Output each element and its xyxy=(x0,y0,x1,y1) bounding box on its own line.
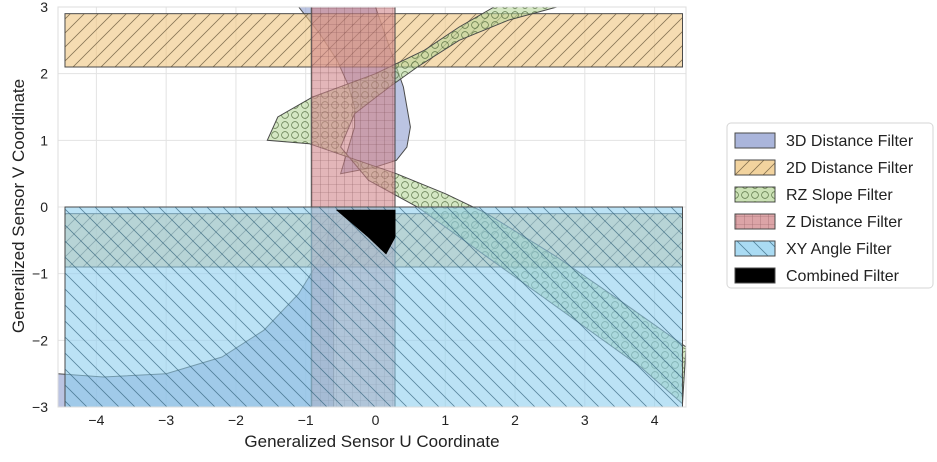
y-tick-label: −1 xyxy=(32,266,48,282)
x-tick-label: 0 xyxy=(372,412,380,428)
legend: 3D Distance Filter 2D Distance Filter RZ S… xyxy=(726,122,934,289)
y-tick-label: 1 xyxy=(40,132,48,148)
x-tick-label: 4 xyxy=(651,412,659,428)
x-tick-label: 2 xyxy=(511,412,519,428)
x-tick-label: −2 xyxy=(228,412,244,428)
x-tick-label: −1 xyxy=(298,412,314,428)
x-tick-label: 1 xyxy=(441,412,449,428)
y-tick-label: −3 xyxy=(32,399,48,415)
legend-swatch-hatch xyxy=(735,160,775,175)
x-axis-label: Generalized Sensor U Coordinate xyxy=(244,432,499,451)
x-tick-label: −4 xyxy=(88,412,104,428)
legend-label: XY Angle Filter xyxy=(786,241,892,258)
legend-swatch-hatch xyxy=(735,214,775,229)
legend-swatch-hatch xyxy=(735,187,775,202)
tick-layer: −4 −3 −2 −1 0 1 2 3 4 −3 −2 −1 0 1 2 3 xyxy=(32,0,659,428)
y-tick-label: 0 xyxy=(40,199,48,215)
y-tick-label: 3 xyxy=(40,0,48,15)
legend-swatch xyxy=(734,267,776,284)
legend-label: 3D Distance Filter xyxy=(786,133,914,150)
legend-label: Combined Filter xyxy=(786,268,900,285)
legend-label: Z Distance Filter xyxy=(786,214,903,231)
y-axis-label: Generalized Sensor V Coordinate xyxy=(9,79,28,333)
legend-swatch-hatch xyxy=(735,241,775,256)
legend-box xyxy=(726,122,934,289)
legend-label: 2D Distance Filter xyxy=(786,160,914,177)
combined-filter-region xyxy=(335,209,396,255)
x-tick-label: 3 xyxy=(581,412,589,428)
xy-angle-filter-region-hatch xyxy=(65,207,683,407)
plot-frame xyxy=(57,6,687,408)
series-layer xyxy=(58,7,686,407)
legend-label: RZ Slope Filter xyxy=(786,187,893,204)
x-tick-label: −3 xyxy=(158,412,174,428)
legend-swatch xyxy=(734,132,776,149)
y-tick-label: −2 xyxy=(32,332,48,348)
y-tick-label: 2 xyxy=(40,66,48,82)
